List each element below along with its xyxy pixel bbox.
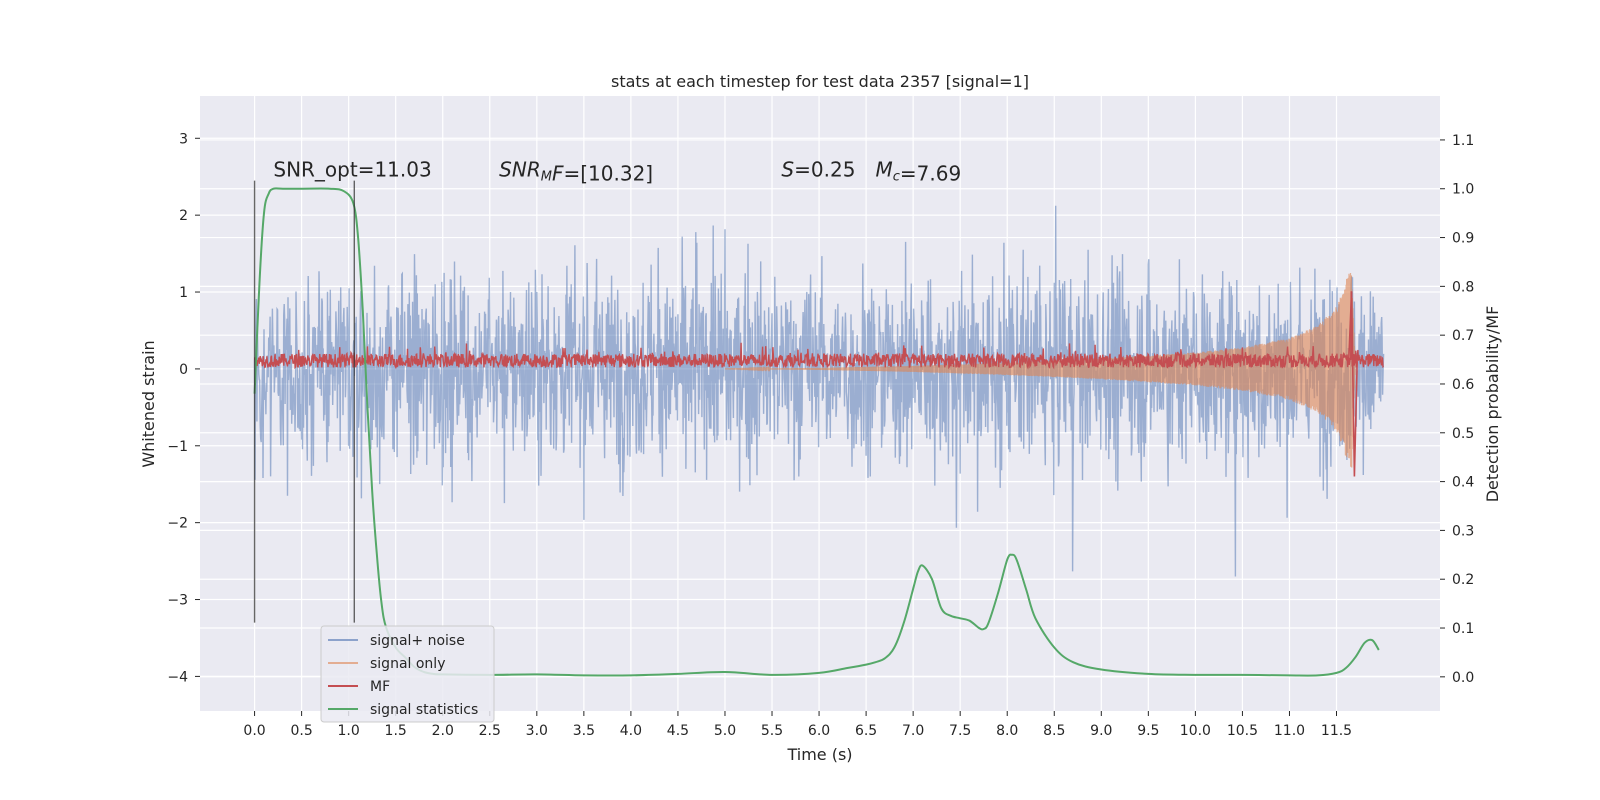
y-tick-label: −2 [167,516,188,532]
x-tick-label: 3.5 [573,723,595,739]
y-tick-label: 3 [179,131,188,147]
y-tick-label: −1 [167,439,188,455]
mf-line [253,291,1384,370]
x-tick-label: 8.5 [1043,723,1065,739]
y-axis-label: Whitened strain [139,340,158,467]
x-tick-label: 7.0 [902,723,924,739]
y-right-tick-label: 0.0 [1452,670,1474,686]
x-tick-label: 1.5 [385,723,407,739]
y-right-tick-label: 0.8 [1452,279,1474,295]
x-tick-label: 6.0 [808,723,830,739]
annotation-spin: S=0.25 [781,158,855,182]
annotation-snr_mf: SNRMF=[10.32] [499,158,653,186]
vlines [253,180,355,623]
x-tick-label: 3.0 [526,723,548,739]
legend: signal+ noise signal only MF signal stat… [320,625,495,723]
x-tick-label: 5.0 [714,723,736,739]
y-right-tick-label: 0.5 [1452,426,1474,442]
legend-label-signal-noise: signal+ noise [370,633,465,649]
x-tick-label: 9.5 [1137,723,1159,739]
y-right-tick-label: 0.7 [1452,328,1474,344]
y-right-tick-label: 0.2 [1452,572,1474,588]
y-tick-label: 0 [179,362,188,378]
y-right-axis-label: Detection probability/MF [1483,306,1502,503]
y-right-tick-label: 1.1 [1452,133,1474,149]
mf-peak [1347,291,1358,477]
x-tick-label: 0.5 [290,723,312,739]
x-tick-label: 0.0 [243,723,265,739]
x-tick-label: 4.5 [667,723,689,739]
legend-label-mf: MF [370,679,390,695]
x-tick-label: 2.5 [479,723,501,739]
series-layer [253,187,1385,677]
y-right-tick-label: 0.4 [1452,475,1474,491]
y-right-tick-label: 1.0 [1452,182,1474,198]
y-right-axis-ticks: 0.0 0.1 0.2 0.3 0.4 0.5 0.6 0.7 0.8 0.9 1.0 1.1 [1440,133,1474,686]
x-tick-label: 11.0 [1274,723,1305,739]
x-tick-label: 5.5 [761,723,783,739]
x-axis-label: Time (s) [786,745,852,764]
y-tick-label: −3 [167,593,188,609]
x-tick-label: 6.5 [855,723,877,739]
x-tick-label: 11.5 [1321,723,1352,739]
x-tick-label: 10.0 [1180,723,1211,739]
x-tick-label: 8.0 [996,723,1018,739]
signal-statistics-line [253,187,1380,677]
y-right-tick-label: 0.3 [1452,523,1474,539]
y-right-tick-label: 0.9 [1452,231,1474,247]
y-right-tick-label: 0.1 [1452,621,1474,637]
y-tick-label: 2 [179,208,188,224]
legend-box [320,625,495,723]
x-tick-label: 9.0 [1090,723,1112,739]
chart-title: stats at each timestep for test data 235… [611,72,1029,91]
x-tick-label: 7.5 [949,723,971,739]
y-axis-ticks: −4 −3 −2 −1 0 1 2 3 [167,131,200,685]
x-tick-label: 2.0 [432,723,454,739]
annotation-mchirp: Mc=7.69 [876,158,962,186]
signal-noise-line [253,205,1385,577]
y-tick-label: 1 [179,285,188,301]
y-right-tick-label: 0.6 [1452,377,1474,393]
legend-label-signal-statistics: signal statistics [370,702,478,718]
annotations: SNR_opt=11.03 SNRMF=[10.32] S=0.25 Mc=7.69 [273,158,961,186]
annotation-snr_opt: SNR_opt=11.03 [273,158,431,182]
legend-label-signal-only: signal only [370,656,445,672]
y-tick-label: −4 [167,669,188,685]
x-tick-label: 10.5 [1227,723,1258,739]
x-axis-ticks: 0.0 0.5 1.0 1.5 2.0 2.5 3.0 3.5 4.0 4.5 5.0 5.5 6.0 6… [243,711,1352,739]
x-tick-label: 1.0 [338,723,360,739]
x-tick-label: 4.0 [620,723,642,739]
